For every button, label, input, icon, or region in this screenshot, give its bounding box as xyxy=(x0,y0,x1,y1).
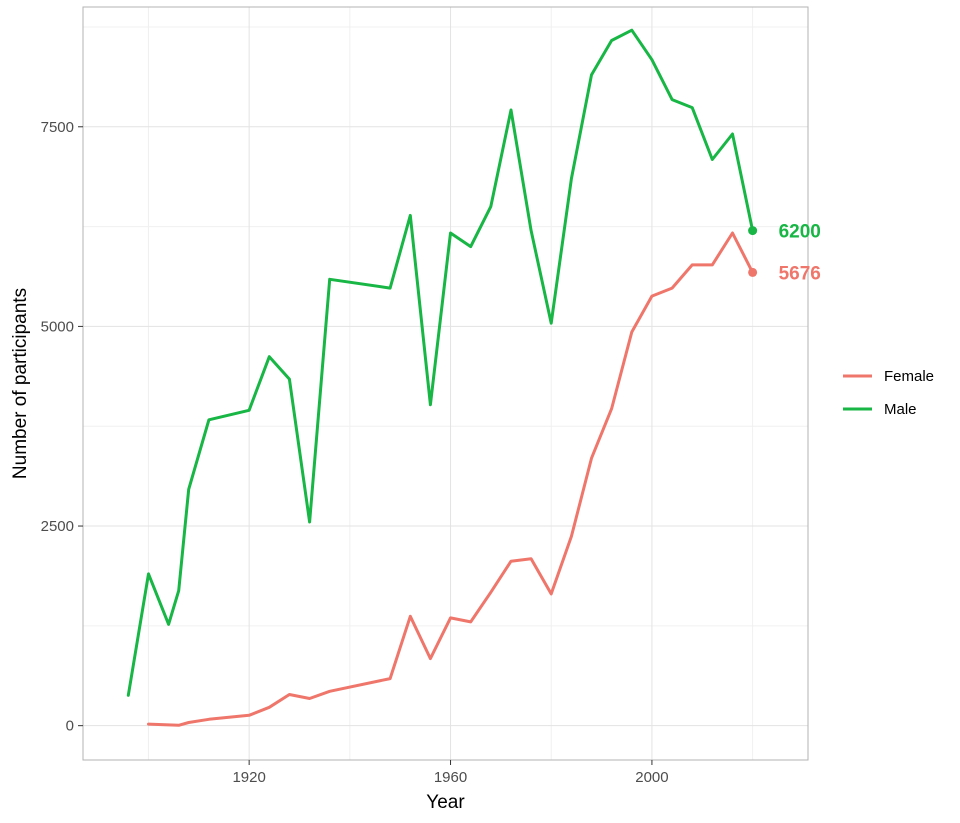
x-tick-label: 2000 xyxy=(635,769,668,786)
end-labels: 5676 6200 xyxy=(748,222,821,284)
female-series-line xyxy=(147,231,755,727)
female-end-label: 5676 xyxy=(779,263,821,284)
y-axis-title: Number of participants xyxy=(10,288,31,479)
plot-panel-border xyxy=(82,6,809,761)
female-end-point xyxy=(748,267,758,277)
y-axis-ticks: 0 2500 5000 7500 xyxy=(41,119,83,735)
male-series-line xyxy=(126,28,755,697)
x-axis-title: Year xyxy=(426,792,465,813)
y-tick-label: 5000 xyxy=(41,318,74,335)
series-layer xyxy=(126,28,755,727)
legend-label-female: Female xyxy=(884,368,934,385)
male-end-point xyxy=(748,226,758,236)
y-tick-label: 0 xyxy=(66,718,74,735)
y-tick-label: 7500 xyxy=(41,119,74,136)
x-tick-label: 1960 xyxy=(434,769,467,786)
legend: Female Male xyxy=(843,368,934,418)
gridlines xyxy=(83,7,808,760)
x-axis-ticks: 1920 1960 2000 xyxy=(232,760,669,786)
y-tick-label: 2500 xyxy=(41,518,74,535)
male-end-label: 6200 xyxy=(779,222,821,243)
legend-label-male: Male xyxy=(884,401,917,418)
x-tick-label: 1920 xyxy=(232,769,265,786)
